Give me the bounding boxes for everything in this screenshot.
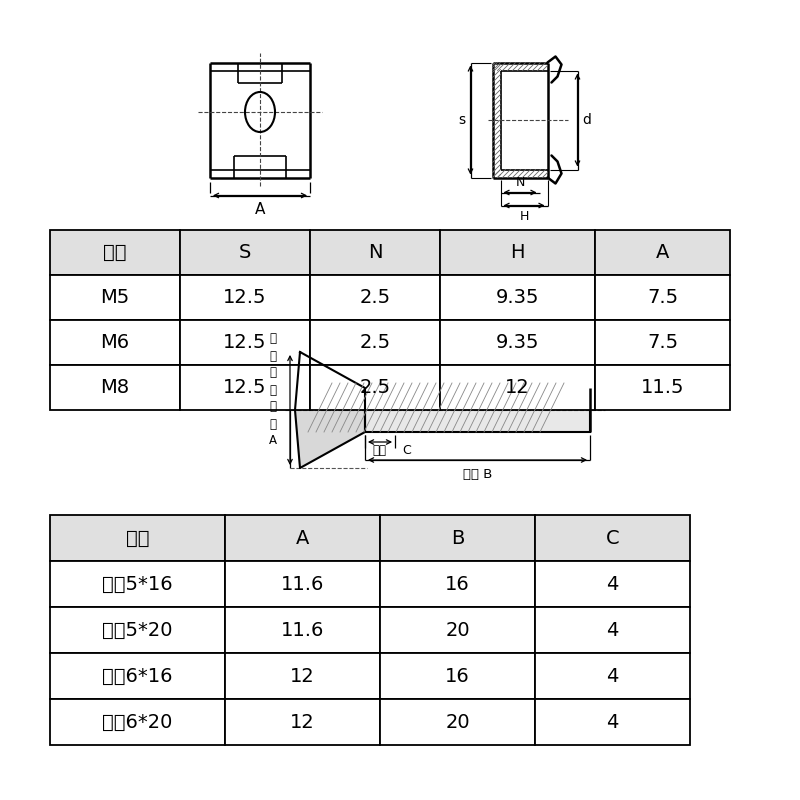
Bar (50, 515, 225, 561)
Text: 11.6: 11.6 (281, 574, 324, 594)
Text: 20: 20 (445, 713, 470, 731)
Text: C: C (606, 529, 619, 547)
Bar (535, 699, 690, 745)
Bar (50, 699, 225, 745)
Bar (595, 320, 730, 365)
Bar (225, 653, 380, 699)
Text: 螺丝6*20: 螺丝6*20 (102, 713, 173, 731)
Text: d: d (582, 113, 591, 127)
Text: M5: M5 (100, 288, 130, 307)
Text: 16: 16 (445, 574, 470, 594)
Bar (535, 561, 690, 607)
Bar (535, 653, 690, 699)
Text: H: H (510, 243, 525, 262)
Bar (380, 699, 535, 745)
Bar (310, 275, 440, 320)
Text: 16: 16 (445, 666, 470, 686)
Bar (225, 607, 380, 653)
Bar (50, 230, 180, 275)
Text: 2.5: 2.5 (359, 288, 390, 307)
Bar (50, 607, 225, 653)
Text: 12.5: 12.5 (223, 378, 266, 397)
Bar (440, 320, 595, 365)
Text: 12: 12 (505, 378, 530, 397)
Text: 7.5: 7.5 (647, 288, 678, 307)
Text: 7.5: 7.5 (647, 333, 678, 352)
Bar (380, 561, 535, 607)
Bar (535, 607, 690, 653)
Text: 11.5: 11.5 (641, 378, 684, 397)
Bar (50, 561, 225, 607)
Text: A: A (296, 529, 309, 547)
Text: 厚度: 厚度 (372, 444, 386, 457)
Text: A: A (656, 243, 669, 262)
Bar (535, 515, 690, 561)
Text: M8: M8 (101, 378, 130, 397)
Bar (180, 365, 310, 410)
Bar (50, 365, 180, 410)
Bar (440, 230, 595, 275)
Polygon shape (295, 352, 365, 468)
Text: 9.35: 9.35 (496, 288, 539, 307)
Text: 规格: 规格 (103, 243, 126, 262)
Text: 螺丝6*16: 螺丝6*16 (102, 666, 173, 686)
Bar (225, 699, 380, 745)
Text: s: s (458, 113, 466, 127)
Text: 4: 4 (606, 713, 618, 731)
Text: 规格: 规格 (126, 529, 150, 547)
Text: 螺丝5*16: 螺丝5*16 (102, 574, 173, 594)
Bar (365, 388, 590, 432)
Text: 9.35: 9.35 (496, 333, 539, 352)
Bar (310, 320, 440, 365)
Text: 12: 12 (290, 713, 315, 731)
Text: 4: 4 (606, 666, 618, 686)
Text: 12.5: 12.5 (223, 288, 266, 307)
Text: S: S (239, 243, 251, 262)
Bar (380, 653, 535, 699)
Bar (380, 515, 535, 561)
Bar (50, 653, 225, 699)
Bar (595, 275, 730, 320)
Text: N: N (515, 175, 525, 189)
Text: 头
部
最
大
直
径
A: 头 部 最 大 直 径 A (269, 333, 277, 447)
Bar (225, 561, 380, 607)
Text: B: B (451, 529, 464, 547)
Text: 2.5: 2.5 (359, 378, 390, 397)
Text: 螺丝5*20: 螺丝5*20 (102, 621, 173, 639)
Text: M6: M6 (101, 333, 130, 352)
Bar (440, 275, 595, 320)
Text: 长度 B: 长度 B (463, 468, 492, 481)
Text: 2.5: 2.5 (359, 333, 390, 352)
Bar (380, 607, 535, 653)
Text: 12.5: 12.5 (223, 333, 266, 352)
Text: 12: 12 (290, 666, 315, 686)
Text: A: A (255, 202, 265, 217)
Bar (180, 320, 310, 365)
Text: 4: 4 (606, 574, 618, 594)
Text: 20: 20 (445, 621, 470, 639)
Text: N: N (368, 243, 382, 262)
Text: 4: 4 (606, 621, 618, 639)
Bar (225, 515, 380, 561)
Bar (180, 275, 310, 320)
Text: H: H (519, 210, 529, 223)
Bar (595, 365, 730, 410)
Bar (595, 230, 730, 275)
Bar (50, 320, 180, 365)
Bar (310, 230, 440, 275)
Text: C: C (402, 444, 410, 457)
Text: 11.6: 11.6 (281, 621, 324, 639)
Bar (180, 230, 310, 275)
Bar (50, 275, 180, 320)
Bar (440, 365, 595, 410)
Bar (310, 365, 440, 410)
